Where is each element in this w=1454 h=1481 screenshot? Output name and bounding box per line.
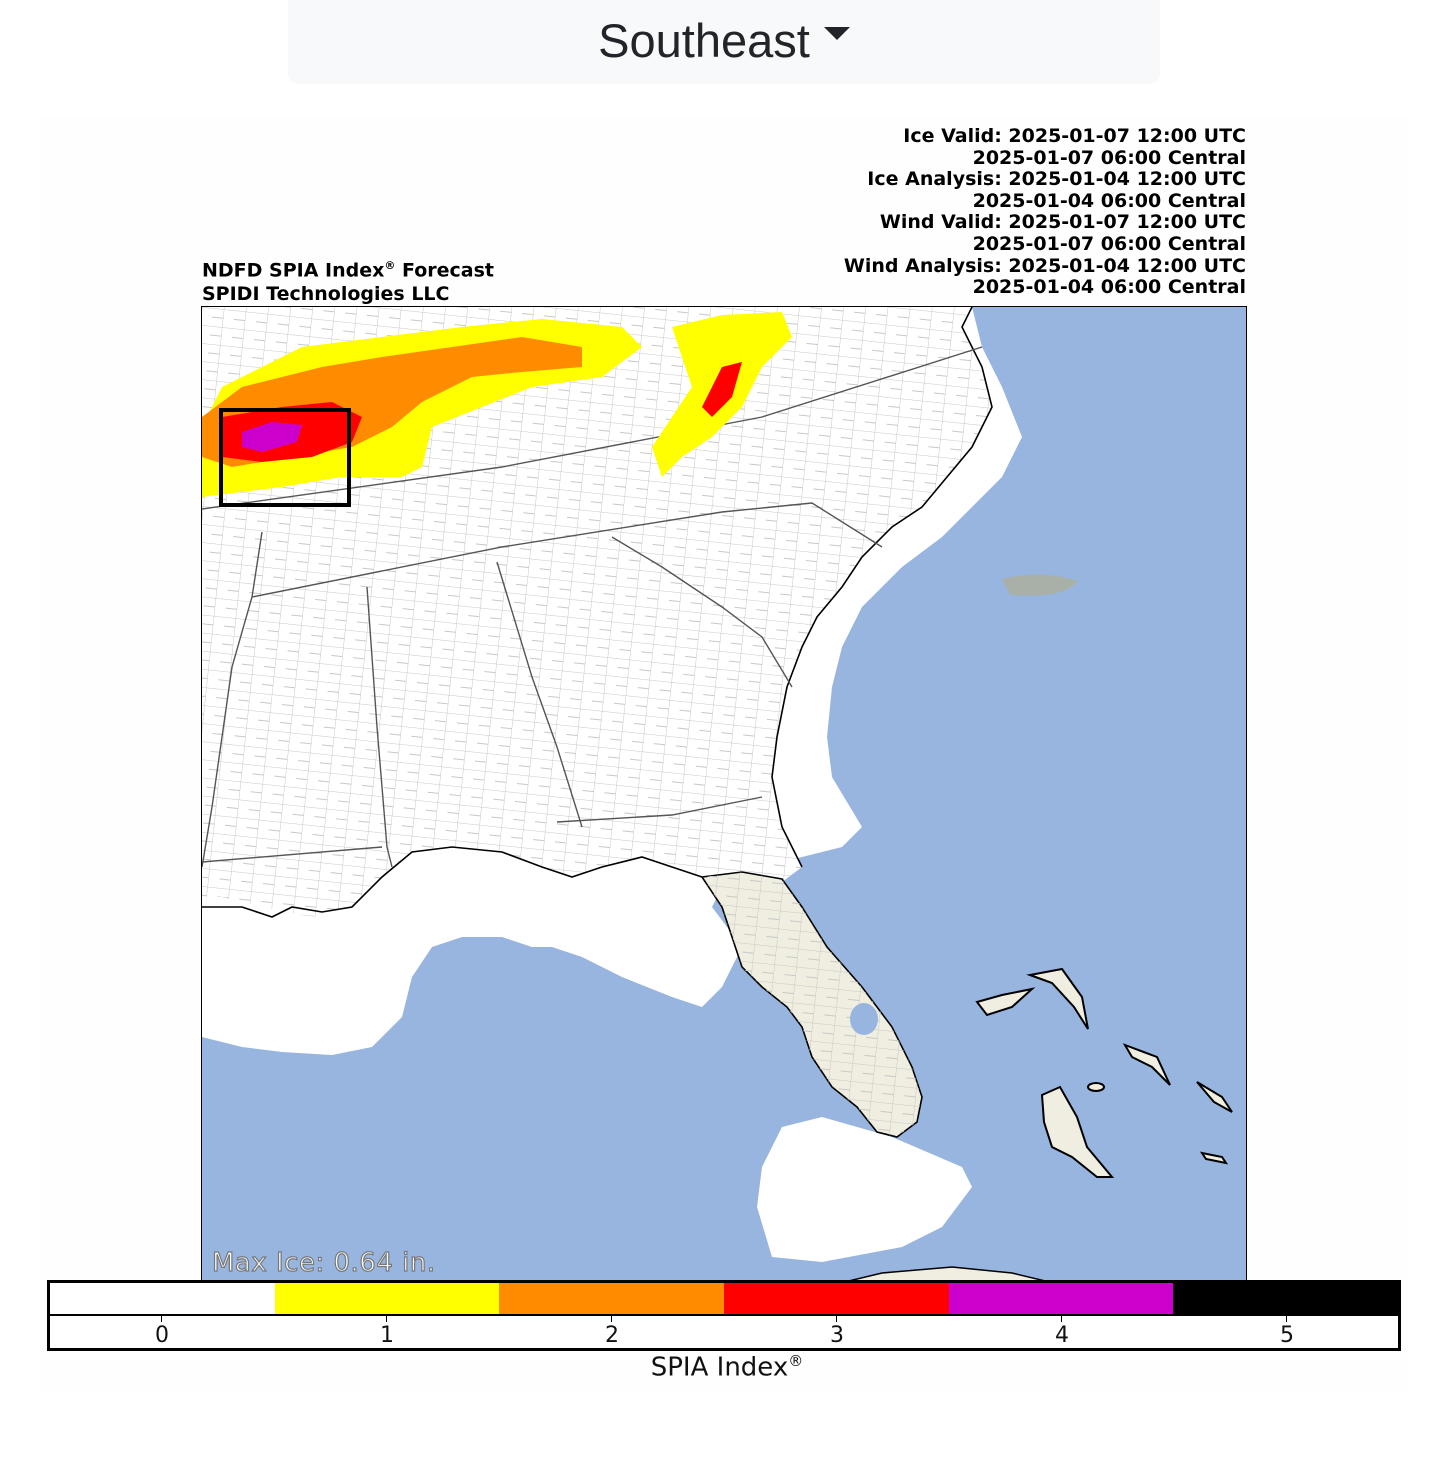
registered-mark: ® bbox=[384, 259, 396, 272]
colorbar-tick: 4 bbox=[1042, 1316, 1082, 1348]
south-florida-buffer bbox=[757, 1117, 972, 1262]
max-ice-label: Max Ice: 0.64 in. bbox=[211, 1247, 436, 1278]
max-ice-box bbox=[219, 408, 351, 507]
ice-shading bbox=[202, 312, 792, 497]
caret-down-icon bbox=[823, 26, 850, 40]
colorbar-label: SPIA Index® bbox=[650, 1352, 804, 1383]
ice-analysis-central: 2025-01-04 06:00 Central bbox=[972, 189, 1246, 212]
wind-valid-utc: Wind Valid: 2025-01-07 12:00 UTC bbox=[879, 211, 1246, 234]
title-line2: SPIDI Technologies LLC bbox=[202, 283, 450, 306]
colorbar-tick: 0 bbox=[142, 1316, 182, 1348]
spia-map bbox=[201, 306, 1247, 1284]
lake-okeechobee bbox=[850, 1003, 878, 1035]
swatch-0 bbox=[50, 1283, 275, 1314]
colorbar-registered-mark: ® bbox=[788, 1352, 804, 1370]
swatch-3 bbox=[724, 1283, 949, 1314]
bahamas-islands bbox=[975, 967, 1233, 1178]
colorbar-tick: 1 bbox=[367, 1316, 407, 1348]
florida-counties bbox=[702, 872, 922, 1137]
figure-title: NDFD SPIA Index® Forecast SPIDI Technolo… bbox=[202, 254, 494, 306]
wind-analysis-central: 2025-01-04 06:00 Central bbox=[972, 276, 1246, 299]
validity-times: Ice Valid: 2025-01-07 12:00 UTC 2025-01-… bbox=[843, 125, 1246, 299]
coastline bbox=[202, 307, 993, 918]
region-dropdown[interactable]: Southeast bbox=[288, 0, 1160, 84]
colorbar-swatches bbox=[50, 1283, 1399, 1316]
swatch-4 bbox=[948, 1283, 1174, 1314]
swatch-5 bbox=[1173, 1283, 1399, 1314]
region-dropdown-label: Southeast bbox=[598, 13, 810, 67]
ice-valid-utc: Ice Valid: 2025-01-07 12:00 UTC bbox=[903, 125, 1246, 147]
cuba-coast bbox=[837, 1266, 1057, 1283]
wind-analysis-utc: Wind Analysis: 2025-01-04 12:00 UTC bbox=[843, 254, 1246, 277]
swatch-2 bbox=[499, 1283, 725, 1314]
ice-analysis-utc: Ice Analysis: 2025-01-04 12:00 UTC bbox=[867, 168, 1246, 191]
title-line1-suffix: Forecast bbox=[395, 259, 494, 282]
colorbar-tick: 2 bbox=[592, 1316, 632, 1348]
wind-valid-central: 2025-01-07 06:00 Central bbox=[972, 232, 1246, 255]
ice-valid-central: 2025-01-07 06:00 Central bbox=[972, 146, 1246, 169]
atlantic-shoal bbox=[1002, 574, 1078, 596]
colorbar-tick: 3 bbox=[817, 1316, 857, 1348]
swatch-1 bbox=[274, 1283, 500, 1314]
colorbar-ticks: 0 1 2 3 4 5 bbox=[50, 1316, 1398, 1348]
state-borders bbox=[202, 346, 983, 868]
spia-colorbar: 0 1 2 3 4 5 bbox=[47, 1280, 1401, 1351]
title-line1: NDFD SPIA Index bbox=[202, 259, 385, 282]
colorbar-tick: 5 bbox=[1267, 1316, 1307, 1348]
